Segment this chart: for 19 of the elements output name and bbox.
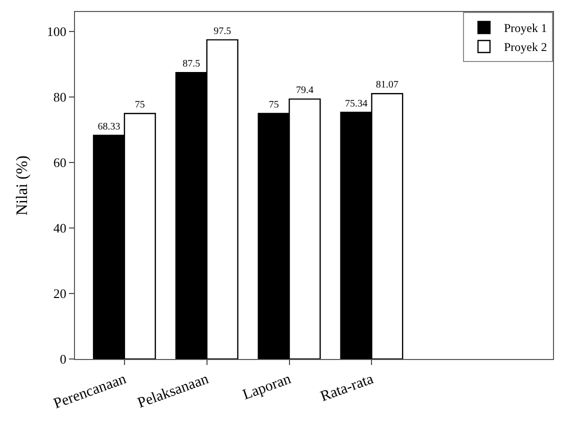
data-label: 75 bbox=[268, 99, 279, 110]
x-tick-label: Laporan bbox=[240, 371, 294, 404]
y-tick-label: 60 bbox=[53, 155, 66, 170]
y-tick-label: 20 bbox=[53, 286, 66, 302]
x-tick-label: Rata-rata bbox=[318, 371, 376, 406]
legend-label: Proyek 1 bbox=[504, 21, 547, 36]
y-axis-title: Nilai (%) bbox=[14, 156, 31, 216]
y-tick-label: 80 bbox=[53, 90, 66, 105]
data-label: 75.34 bbox=[344, 98, 368, 110]
data-label: 75 bbox=[134, 99, 145, 110]
legend-label: Proyek 2 bbox=[504, 40, 547, 54]
y-tick-label: 0 bbox=[60, 352, 66, 367]
data-label: 68.33 bbox=[98, 121, 120, 132]
y-tick-label: 40 bbox=[53, 220, 66, 236]
y-tick-label: 100 bbox=[46, 24, 66, 40]
data-label: 87.5 bbox=[182, 58, 200, 70]
data-label: 97.5 bbox=[214, 26, 232, 37]
data-label: 79.4 bbox=[296, 85, 314, 96]
data-label: 81.07 bbox=[376, 80, 398, 91]
